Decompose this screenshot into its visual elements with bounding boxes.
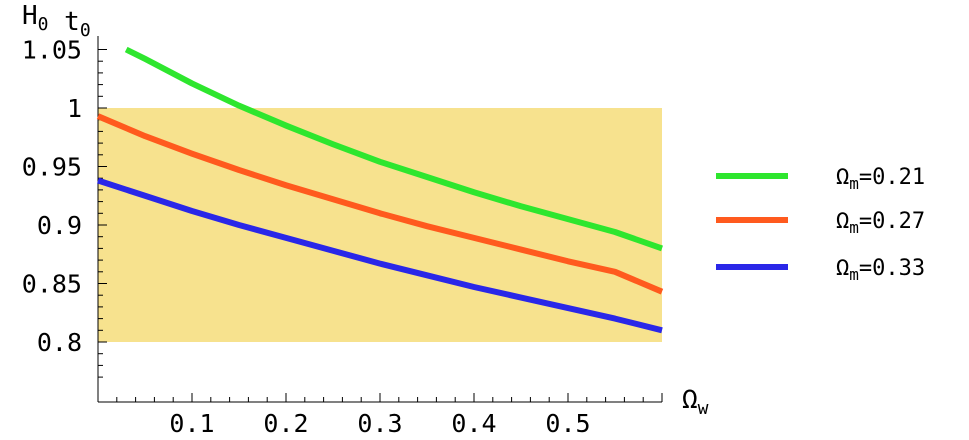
series-line-1 (124, 46, 663, 252)
x-tick-label: 0.3 (357, 409, 402, 438)
x-tick-label: 0.1 (169, 409, 214, 438)
uncertainty-band (98, 108, 662, 342)
y-tick-label: 1.05 (22, 36, 82, 65)
y-tick-label: 0.95 (22, 153, 82, 182)
legend: Ωm=0.21 Ωm=0.27 Ωm=0.33 (716, 165, 925, 284)
y-tick-label: 0.8 (37, 328, 82, 357)
x-tick-label: 0.4 (451, 409, 496, 438)
series-line-2 (96, 113, 664, 295)
y-axis-label: H0 t0 (22, 1, 91, 41)
legend-label-2: Ωm=0.27 (836, 209, 925, 237)
axes (97, 36, 663, 403)
y-tick-label: 0.85 (22, 270, 82, 299)
x-axis-label: Ωw (682, 385, 709, 419)
y-tick-label: 1 (67, 94, 82, 123)
x-tick-label: 0.5 (545, 409, 590, 438)
legend-label-1: Ωm=0.21 (836, 165, 925, 193)
legend-label-3: Ωm=0.33 (836, 256, 925, 284)
series-line-3 (97, 177, 663, 334)
x-tick-label: 0.2 (263, 409, 308, 438)
y-tick-label: 0.9 (37, 211, 82, 240)
